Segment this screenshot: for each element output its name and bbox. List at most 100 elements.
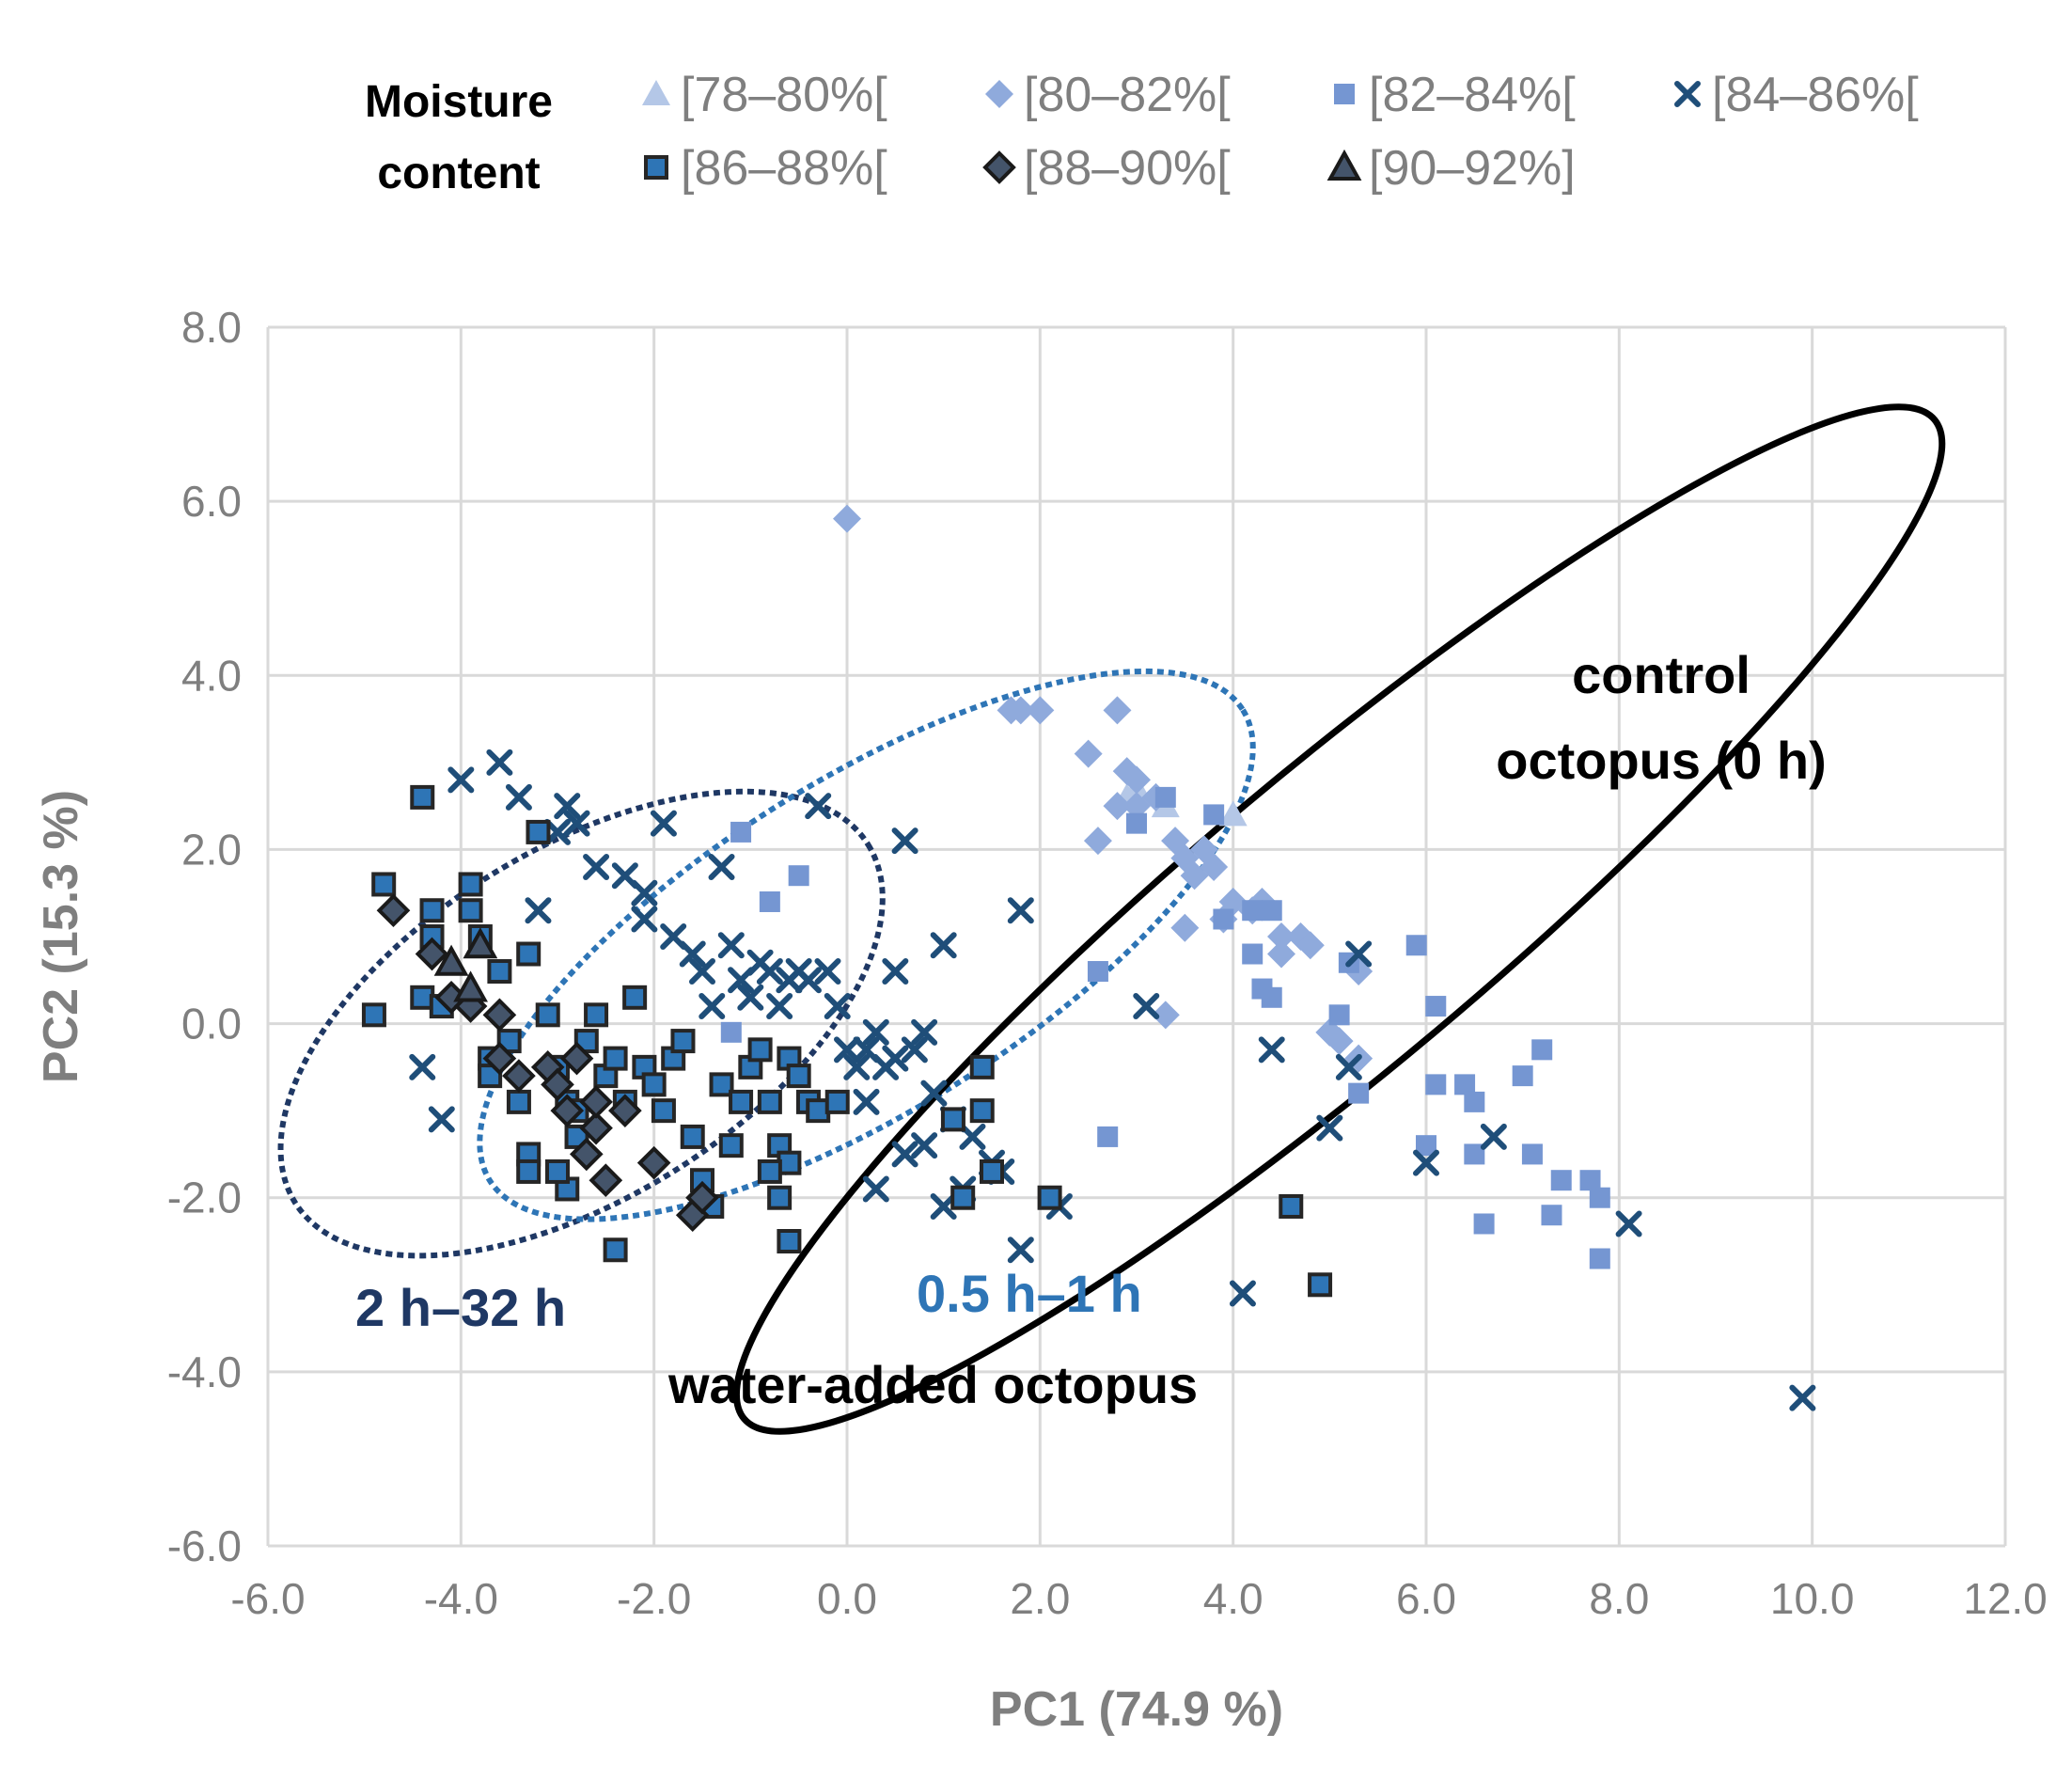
data-point [814,958,841,985]
data-point [1512,1065,1533,1087]
cross-stroke [525,897,552,924]
data-point [1170,913,1200,942]
data-point [506,1089,531,1114]
data-point [631,879,658,906]
cross-stroke [409,1053,436,1080]
data-point [786,1064,811,1089]
plot-area: -6.0 -4.0 -2.0 0.0 2.0 4.0 6.0 8.0 -6.0 -4.0 -2.0… [167,303,2048,1623]
data-point [1074,739,1103,768]
data-point [862,1018,889,1046]
data-point [1335,1053,1362,1080]
cross-stroke [794,967,822,994]
legend-items: [78–80%[[80–82%[[82–84%[[84–86%[[86–88%[… [642,68,1919,196]
cross-stroke [959,1123,986,1150]
data-point [1464,1143,1485,1165]
legend-title-line1: Moisture [365,77,553,127]
data-point [482,998,517,1032]
cross-stroke [1480,1123,1507,1150]
data-point [730,821,752,843]
cross-stroke [631,906,658,933]
legend: Moisture content [78–80%[[80–82%[[82–84%… [365,68,1919,198]
legend-marker [1674,81,1701,107]
data-point [631,906,658,933]
data-point [1279,1193,1304,1219]
legend-title-line2: content [377,149,540,198]
data-point [1087,961,1108,983]
y-axis-ticks: -6.0 -4.0 -2.0 0.0 2.0 4.0 6.0 8.0 [167,303,242,1570]
data-point [737,984,764,1011]
y-axis-title: PC2 (15.3 %) [34,790,88,1083]
data-point [824,993,851,1020]
data-point [361,1002,386,1028]
data-point [579,1111,613,1145]
data-point [650,810,677,837]
data-point [371,872,397,897]
cross-stroke [805,793,832,820]
cross-stroke [1007,897,1034,924]
data-point [1258,1036,1285,1064]
cross-stroke [882,1045,909,1072]
data-point [1464,1091,1485,1112]
data-point [608,1094,642,1127]
data-point [516,941,542,967]
cross-stroke [1007,1237,1034,1264]
data-point [1405,935,1427,956]
data-point [891,1141,918,1168]
data-point [447,766,475,794]
data-point [729,1089,754,1114]
data-point [583,853,610,880]
legend-label: [90–92%] [1369,141,1576,196]
data-point [603,1237,628,1263]
data-point [679,940,706,968]
data-point [1133,993,1160,1020]
cross-stroke [853,1088,880,1115]
legend-label: [80–82%[ [1024,68,1231,122]
data-point [545,1158,570,1184]
data-point [824,1089,850,1114]
data-point [1261,900,1282,922]
group-ellipse [732,403,1946,1435]
data-point [1126,812,1147,834]
data-point [1242,943,1264,965]
data-point [882,1045,909,1072]
data-point [853,1088,880,1115]
x-tick-label: 0.0 [817,1574,877,1623]
data-point [720,1021,742,1043]
data-point [891,827,918,855]
cross-stroke [717,932,745,959]
annotation-long-group: 2 h–32 h [355,1278,566,1337]
data-point [718,1133,744,1158]
data-point [980,1158,1004,1184]
x-tick-label: 10.0 [1770,1574,1855,1623]
annotation-control-line2: octopus (0 h) [1496,731,1827,790]
group-ellipse [277,788,886,1259]
data-point [766,993,793,1020]
data-point [1413,1149,1439,1176]
legend-marker [982,150,1016,184]
cross-stroke [631,879,658,906]
data-point [526,819,551,844]
data-point [834,1036,860,1064]
data-point [415,937,449,971]
data-point [794,967,822,994]
data-point [689,958,715,985]
data-point [708,853,735,880]
data-point [901,1036,928,1064]
cross-stroke [563,810,590,837]
data-point [376,893,411,928]
data-point [757,1089,782,1114]
data-point [1242,900,1264,922]
data-point [409,1053,436,1080]
data-point [1550,1170,1572,1191]
data-point [641,1072,667,1097]
data-point [670,1029,696,1054]
data-point [911,1018,938,1046]
data-point [603,1046,628,1071]
data-point [1615,1210,1642,1237]
data-point [453,970,488,1002]
data-point [1589,1248,1610,1269]
data-point [1316,1114,1343,1142]
data-point [805,793,832,820]
cross-stroke [689,958,715,985]
cross-stroke [1335,1053,1362,1080]
